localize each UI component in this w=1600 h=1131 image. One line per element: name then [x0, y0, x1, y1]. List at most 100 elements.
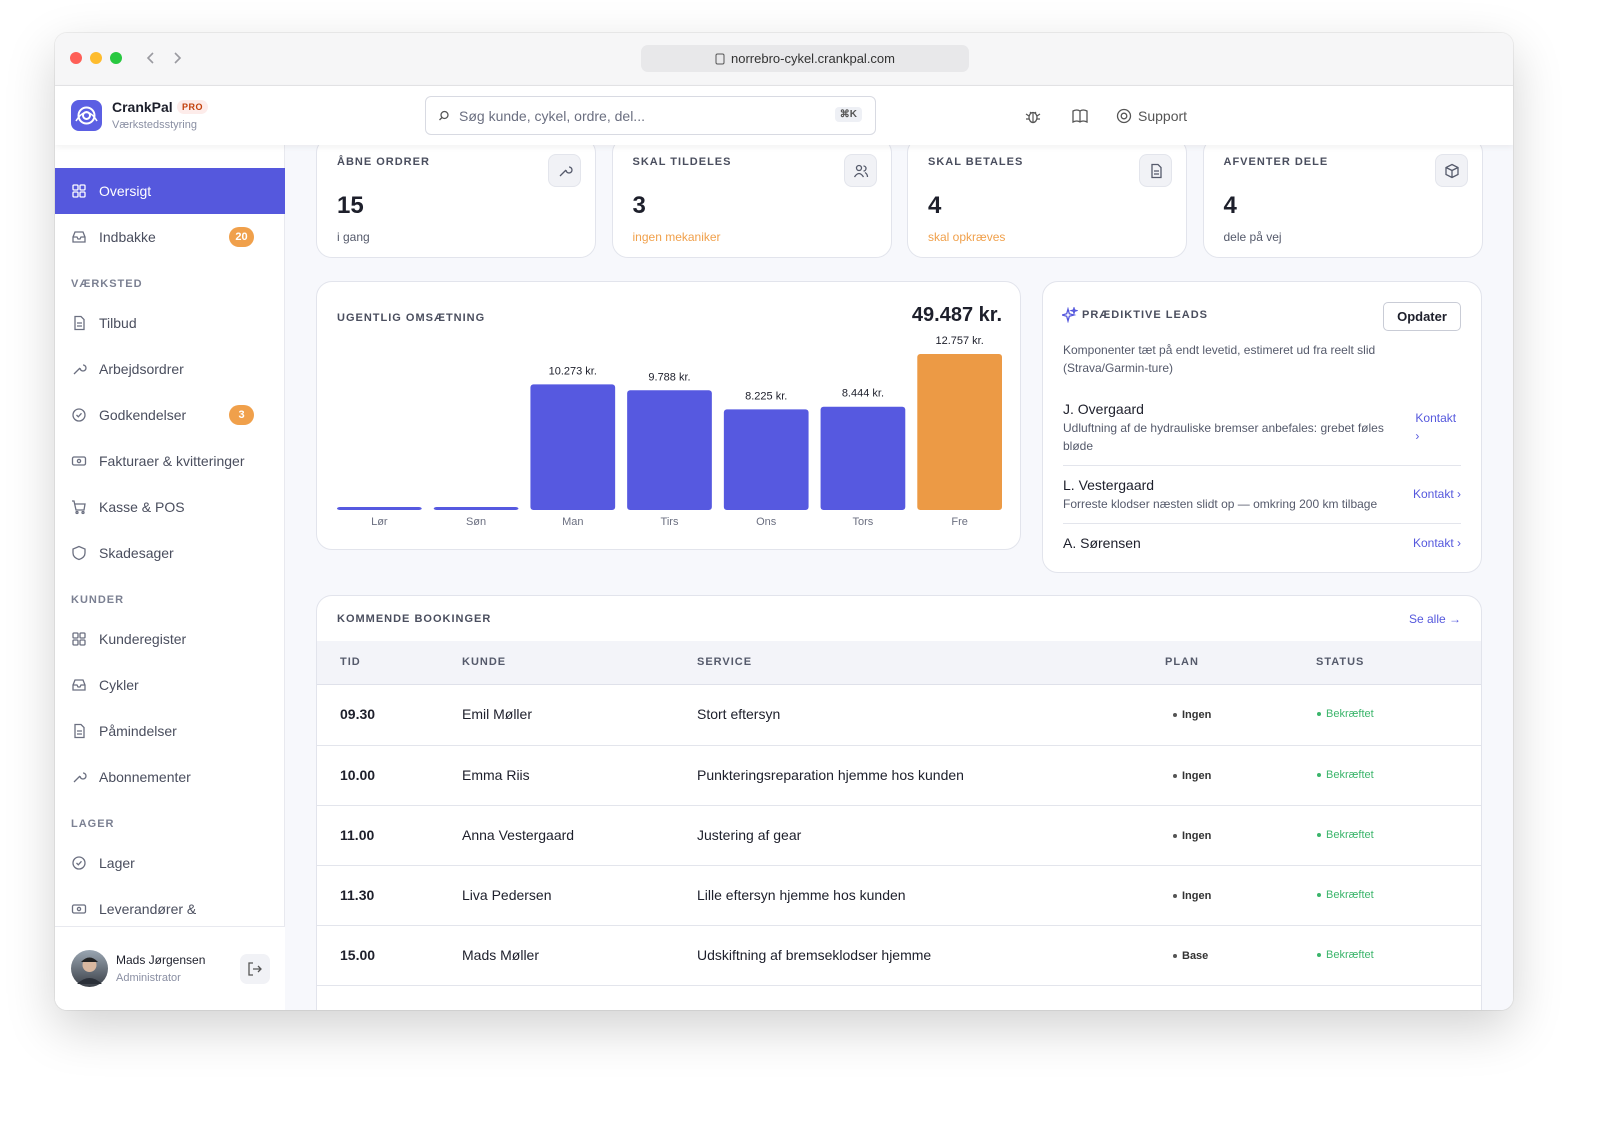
booking-row[interactable]: 11.30 Liva Pedersen Lille eftersyn hjemme …: [317, 865, 1481, 925]
maximize-button[interactable]: [110, 52, 122, 64]
icon: [1059, 305, 1079, 328]
booking-row[interactable]: 10.00 Emma Riis Punkteringsreparation hjem…: [317, 745, 1481, 805]
stat-icon-button[interactable]: [843, 154, 877, 187]
icon-glyph: [72, 231, 86, 243]
nav-item[interactable]: Abonnementer: [55, 754, 285, 800]
booking-row[interactable]: 11.00 Anna Vestergaard Justering af gear In…: [317, 805, 1481, 865]
plan-pill: Ingen: [1165, 1005, 1219, 1010]
stat-label: AFVENTER DELE: [1223, 156, 1329, 168]
booking-customer: Emil Møller: [462, 706, 532, 722]
lead-item: A. Sørensen Kontakt ›: [1063, 524, 1461, 563]
status-label: Bekræftet: [1326, 769, 1374, 781]
support-icon[interactable]: [1116, 108, 1132, 124]
x-tick-label: Ons: [756, 516, 777, 528]
nav-item[interactable]: Kunderegister: [55, 616, 285, 662]
stat-sub: dele på vej: [1223, 230, 1282, 244]
booking-service: Stort eftersyn: [697, 706, 781, 722]
icon: [71, 453, 87, 474]
minimize-button[interactable]: [90, 52, 102, 64]
search-shortcut: ⌘K: [834, 107, 862, 122]
status-label: Bekræftet: [1326, 1009, 1374, 1010]
bug-report-icon[interactable]: [1025, 108, 1041, 124]
booking-row[interactable]: 15.00 Mads Møller Udskiftning af bremseklo…: [317, 925, 1481, 985]
booking-time: 11.00: [340, 827, 375, 843]
brand-subtitle: Værkstedsstyring: [112, 119, 197, 131]
nav-item[interactable]: Lager: [55, 840, 285, 886]
nav-label: Skadesager: [99, 545, 174, 561]
nav-label: Fakturaer & kvitteringer: [99, 453, 245, 469]
stat-icon-button[interactable]: [1434, 154, 1468, 187]
user-name: Mads Jørgensen: [116, 953, 206, 967]
lead-name: J. Overgaard: [1063, 401, 1144, 417]
nav-item[interactable]: Fakturaer & kvitteringer: [55, 438, 285, 484]
logo[interactable]: [71, 100, 102, 131]
icon: [71, 315, 87, 336]
booking-row[interactable]: 15.00 Søren Holm Udskiftning af slange Inge…: [317, 985, 1481, 1010]
stat-value: 15: [337, 192, 364, 219]
nav-item[interactable]: Påmindelser: [55, 708, 285, 754]
icon: [71, 901, 87, 922]
bar-value-label: 10.273 kr.: [549, 365, 597, 377]
bar-value-label: 8.225 kr.: [745, 390, 787, 402]
booking-service: Udskiftning af slange: [697, 1007, 827, 1010]
x-tick-label: Fre: [951, 516, 968, 528]
booking-row[interactable]: 09.30 Emil Møller Stort eftersyn Ingen Bekræ…: [317, 685, 1481, 745]
plan-pill: Ingen: [1165, 765, 1219, 787]
icon: [71, 545, 87, 566]
nav-item[interactable]: Godkendelser 3: [55, 392, 285, 438]
search-placeholder: Søg kunde, cykel, ordre, del...: [459, 108, 645, 124]
support-link[interactable]: Support: [1138, 108, 1188, 124]
contact-link[interactable]: Kontakt ›: [1415, 411, 1457, 443]
x-tick-label: Man: [562, 516, 583, 528]
nav-label: Oversigt: [99, 183, 152, 199]
stat-label: SKAL BETALES: [928, 156, 1024, 168]
nav-item[interactable]: Cykler: [55, 662, 285, 708]
nav-item[interactable]: Arbejdsordrer: [55, 346, 285, 392]
nav-label: Leverandører &: [99, 901, 197, 917]
stat-value: 3: [632, 192, 646, 219]
nav-item[interactable]: Indbakke 20: [55, 214, 285, 260]
avatar[interactable]: [71, 950, 108, 987]
contact-link[interactable]: Kontakt ›: [1412, 536, 1461, 550]
leads-title: PRÆDIKTIVE LEADS: [1082, 309, 1209, 321]
nav-section-title: KUNDER: [71, 594, 125, 606]
icon: [1444, 163, 1460, 184]
lead-item: J. Overgaard Udluftning af de hydrauliske…: [1063, 390, 1461, 466]
plan-badge: PRO: [177, 100, 209, 114]
search-box[interactable]: Søg kunde, cykel, ordre, del... ⌘K: [425, 96, 876, 135]
logout-button[interactable]: [240, 954, 270, 984]
nav-item[interactable]: Leverandører &: [55, 886, 285, 926]
contact-link[interactable]: Kontakt ›: [1412, 487, 1461, 501]
url: norrebro-cykel.crankpal.com: [730, 51, 895, 66]
stat-icon-button[interactable]: [548, 154, 581, 187]
booking-customer: Søren Holm: [462, 1007, 537, 1010]
status-dot: [1317, 773, 1321, 778]
user-role: Administrator: [116, 972, 181, 984]
close-button[interactable]: [70, 52, 82, 64]
address-bar[interactable]: norrebro-cykel.crankpal.com: [641, 45, 969, 72]
stat-value: 4: [928, 192, 942, 219]
nav-item[interactable]: Oversigt: [55, 168, 285, 214]
status: Bekræftet: [1317, 1009, 1374, 1010]
icon-glyph: [72, 632, 86, 646]
see-all-link[interactable]: Se alle →: [1408, 612, 1461, 626]
booking-service: Justering af gear: [697, 827, 802, 843]
icon-glyph: [71, 904, 87, 914]
plan-dot: [1173, 713, 1177, 718]
history-arrows[interactable]: [143, 50, 187, 66]
chart-title: UGENTLIG OMSÆTNING: [337, 312, 485, 324]
icon: [71, 631, 87, 652]
icon-glyph: [71, 456, 87, 466]
nav-item[interactable]: Kasse & POS: [55, 484, 285, 530]
docs-icon[interactable]: [1072, 108, 1088, 124]
nav-item[interactable]: Skadesager: [55, 530, 285, 576]
nav-item[interactable]: Tilbud: [55, 300, 285, 346]
bar-value-label: 8.444 kr.: [842, 388, 884, 400]
plan-label: Base: [1182, 950, 1209, 962]
stat-icon-button[interactable]: [1139, 154, 1172, 187]
nav-label: Lager: [99, 855, 135, 871]
x-tick-label: Tors: [853, 516, 874, 528]
refresh-button[interactable]: Opdater: [1383, 302, 1461, 331]
column-header: KUNDE: [462, 656, 507, 668]
